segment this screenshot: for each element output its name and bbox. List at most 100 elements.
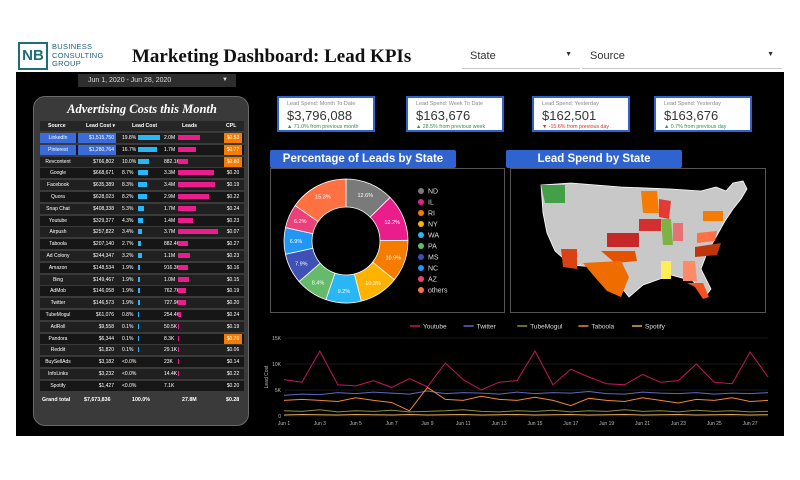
- table-row[interactable]: Amazon $148,534 1.9% 916.3K $0.16: [40, 262, 244, 273]
- table-row[interactable]: Facebook $635,389 8.3% 3.4M $0.19: [40, 180, 244, 191]
- legend-item-spotify[interactable]: Spotify: [645, 324, 666, 331]
- legend-item-pa[interactable]: PA: [428, 244, 437, 251]
- column-header-cpl[interactable]: CPL: [226, 123, 237, 129]
- leads-bar: [178, 217, 194, 223]
- lead-cost-pct-cell: 19.8%: [122, 135, 137, 141]
- series-line-youtube[interactable]: [283, 349, 769, 391]
- leads-bar: [178, 276, 189, 282]
- legend-item-wa[interactable]: WA: [428, 233, 439, 240]
- date-range-picker[interactable]: Jun 1, 2020 - Jun 28, 2020 ▼: [78, 74, 236, 87]
- sort-down-icon: ▾: [112, 123, 116, 129]
- lead-cost-pct-cell: 2.7%: [122, 241, 134, 248]
- legend-item-ri[interactable]: RI: [428, 211, 435, 218]
- table-row[interactable]: Twitter $146,573 1.9% 727.9K $0.20: [40, 298, 244, 309]
- column-header-lead-cost-sorted[interactable]: Lead Cost ▾: [86, 123, 115, 129]
- legend-item-nc[interactable]: NC: [428, 266, 438, 273]
- pct-bar: [138, 300, 141, 306]
- state-ms: [661, 261, 671, 279]
- x-tick-label: Jun 11: [456, 421, 471, 427]
- state-il: [661, 219, 673, 245]
- pct-bar: [138, 229, 142, 235]
- pie-slice-label: 10.9%: [385, 255, 401, 261]
- table-row[interactable]: InfoLinks $3,232 <0.0% 14.4K $0.22: [40, 369, 244, 379]
- lead-cost-pct-cell: 1.9%: [122, 276, 134, 283]
- legend-swatch: [418, 199, 424, 205]
- column-header-source[interactable]: Source: [48, 123, 66, 129]
- leads-cell: 882.4K: [164, 241, 180, 248]
- company-name-line: CONSULTING: [52, 50, 104, 60]
- source-cell: Pandora: [48, 335, 68, 342]
- legend-item-nd[interactable]: ND: [428, 189, 438, 196]
- x-tick-label: Jun 25: [707, 421, 722, 427]
- legend-item-ms[interactable]: MS: [428, 255, 439, 262]
- table-row[interactable]: Pandora $6,344 0.1% 8.3K $0.76: [40, 333, 244, 344]
- state-ga: [683, 261, 697, 281]
- lead-cost-cell: $149,467: [93, 276, 114, 283]
- column-header-lead-cost-pct[interactable]: Lead Cost: [132, 123, 158, 129]
- table-row[interactable]: Airpush $257,822 3.4% 3.7M $0.07: [40, 227, 244, 238]
- us-map-panel: [510, 168, 766, 313]
- source-cell: Twitter: [50, 300, 66, 307]
- legend-item-others[interactable]: others: [428, 288, 448, 295]
- cpl-cell: $0.76: [224, 333, 242, 344]
- leads-cell: 8.3K: [164, 335, 175, 342]
- table-row[interactable]: LinkedIn $1,515,750 19.8% 2.0M $0.53: [40, 133, 244, 143]
- table-row[interactable]: Pinterest $1,280,764 16.7% 1.7M $0.77: [40, 144, 244, 155]
- column-header-leads[interactable]: Leads: [182, 123, 197, 129]
- series-line-twitter[interactable]: [283, 390, 769, 396]
- source-cell: TubeMogul: [45, 312, 71, 318]
- legend-item-youtube[interactable]: Youtube: [423, 324, 447, 331]
- leads-cell: 2.0M: [164, 135, 176, 141]
- table-row[interactable]: AdRoll $9,558 0.1% 50.5K $0.19: [40, 321, 244, 332]
- kpi-value: $163,676: [416, 108, 471, 123]
- pct-bar: [138, 146, 157, 152]
- table-row[interactable]: Google $668,671 8.7% 3.3M $0.20: [40, 168, 244, 179]
- state-filter-dropdown[interactable]: State ▼: [462, 45, 580, 69]
- table-row[interactable]: Taboola $207,140 2.7% 882.4K $0.27: [40, 239, 244, 250]
- legend-swatch: [418, 210, 424, 216]
- kpi-value: $3,796,088: [287, 108, 353, 123]
- leads-bar: [178, 300, 186, 306]
- leads-bar: [178, 229, 218, 235]
- legend-item-il[interactable]: IL: [428, 200, 434, 207]
- lead-cost-pct-cell: 1.9%: [122, 288, 134, 295]
- header-bar: NB BUSINESS CONSULTING GROUP Marketing D…: [16, 40, 784, 72]
- table-row[interactable]: Spotify $1,427 <0.0% 7.1K $0.20: [40, 380, 244, 391]
- lead-cost-cell: $6,344: [98, 335, 114, 342]
- table-row[interactable]: Snap Chat $408,338 5.3% 1.7M $0.24: [40, 203, 244, 214]
- kpi-value: $163,676: [664, 108, 719, 123]
- kpi-label: Lead Spend: Yesterday: [542, 101, 599, 107]
- legend-item-tubemogul[interactable]: TubeMogul: [530, 324, 563, 331]
- table-row[interactable]: Revcontent $766,802 10.0% 882.1K $0.80: [40, 156, 244, 167]
- pie-slice-label: 10.3%: [365, 281, 381, 287]
- x-tick-label: Jun 5: [350, 421, 362, 427]
- table-row[interactable]: TubeMogul $61,076 0.8% 254.4K $0.24: [40, 310, 244, 320]
- leads-cell: 1.7M: [164, 146, 176, 153]
- legend-item-twitter[interactable]: Twitter: [477, 324, 497, 331]
- series-line-spotify[interactable]: [283, 413, 769, 416]
- pie-chart: 12.6% 12.2% 10.9% 10.3% 9.2% 8.4% 7.9% 6.9% 6.2%…: [283, 178, 448, 304]
- us-state-map: [540, 180, 748, 299]
- legend-item-taboola[interactable]: Taboola: [591, 324, 614, 331]
- source-cell: Revcontent: [45, 158, 71, 165]
- pie-slice-others[interactable]: [294, 178, 347, 223]
- table-row[interactable]: Quora $628,023 8.2% 2.9M $0.22: [40, 192, 244, 202]
- table-row[interactable]: Ad Colony $244,347 3.2% 1.1M $0.23: [40, 251, 244, 261]
- legend-item-az[interactable]: AZ: [428, 277, 438, 284]
- legend-item-ny[interactable]: NY: [428, 222, 438, 229]
- leads-cell: 3.7M: [164, 229, 176, 236]
- table-row[interactable]: Reddit $1,820 0.1% 29.1K $0.06: [40, 345, 244, 356]
- series-line-tubemogul[interactable]: [283, 409, 769, 413]
- y-tick-label: 5K: [275, 388, 282, 394]
- kpi-label: Lead Spend: Week To Date: [416, 101, 484, 107]
- table-row[interactable]: Youtube $329,377 4.3% 1.4M $0.23: [40, 215, 244, 226]
- table-row[interactable]: AdMob $146,058 1.9% 762.7K $0.19: [40, 286, 244, 297]
- state-fl: [687, 283, 709, 299]
- leads-bar: [178, 312, 181, 317]
- table-row[interactable]: Bing $149,467 1.9% 1.0M $0.15: [40, 274, 244, 285]
- table-row[interactable]: BuySellAds $3,182 <0.0% 23K $0.14: [40, 357, 244, 368]
- lead-cost-pct-cell: 0.1%: [122, 335, 134, 342]
- series-line-taboola[interactable]: [283, 386, 769, 412]
- leads-cell: 2.9M: [164, 194, 176, 200]
- source-filter-dropdown[interactable]: Source ▼: [582, 45, 782, 69]
